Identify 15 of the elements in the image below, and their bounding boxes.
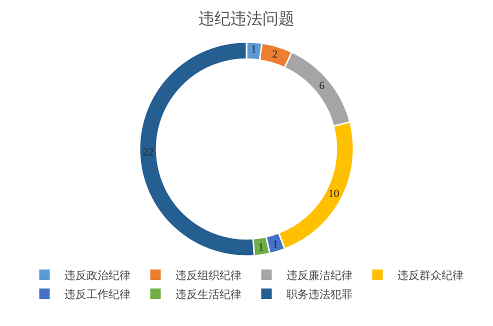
data-label: 1 (251, 44, 257, 56)
data-label: 6 (319, 80, 326, 92)
legend-label: 违反廉洁纪律 (286, 269, 352, 282)
chart-title: 违纪违法问题 (198, 9, 294, 28)
legend-label: 职务违法犯罪 (286, 288, 352, 302)
data-label: 2 (272, 48, 278, 61)
legend-label: 违反政治纪律 (64, 269, 130, 282)
data-label: 1 (272, 238, 278, 250)
legend-label: 违反组织纪律 (176, 269, 242, 282)
data-label: 22 (142, 146, 154, 159)
legend-label: 违反群众纪律 (398, 269, 464, 282)
data-label: 1 (258, 242, 264, 254)
legend-label: 违反工作纪律 (64, 288, 130, 302)
data-label: 10 (328, 188, 340, 200)
legend-label: 违反生活纪律 (176, 288, 242, 302)
